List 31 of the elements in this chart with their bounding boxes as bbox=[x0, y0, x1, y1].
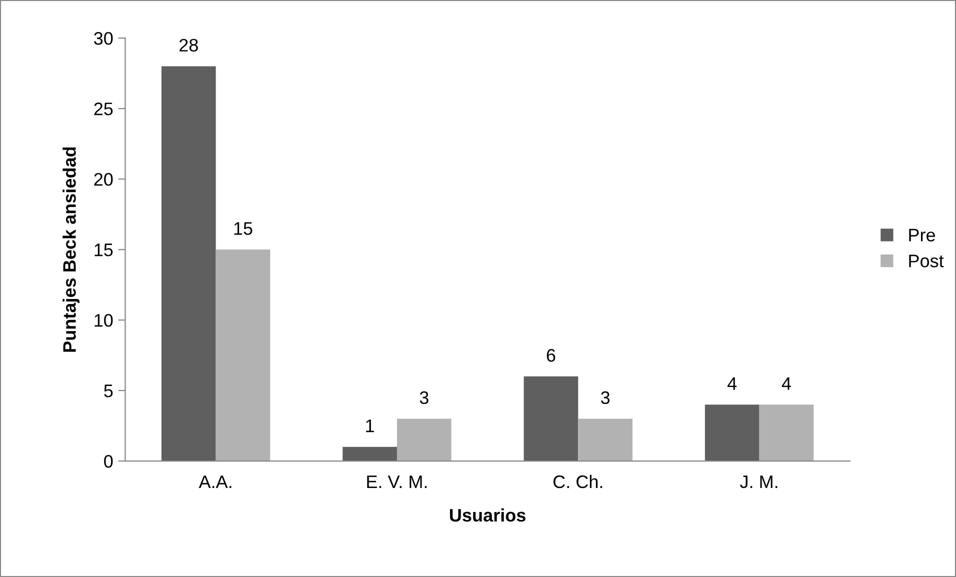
y-tick-label: 25 bbox=[94, 102, 113, 116]
x-tick-label: E. V. M. bbox=[367, 476, 427, 488]
legend-label: Pre bbox=[909, 228, 936, 242]
data-label: 3 bbox=[420, 391, 428, 404]
bar bbox=[578, 418, 632, 462]
bar bbox=[216, 250, 270, 462]
data-label: 4 bbox=[728, 377, 737, 390]
data-label: 4 bbox=[782, 377, 791, 390]
x-tick-label: C. Ch. bbox=[553, 474, 602, 488]
x-tick-label: J. M. bbox=[740, 476, 778, 488]
bar bbox=[524, 376, 578, 462]
x-tick-label: A.A. bbox=[198, 476, 232, 488]
legend-label: Post bbox=[909, 254, 944, 268]
y-tick-label: 5 bbox=[104, 384, 113, 398]
y-tick-label: 10 bbox=[94, 314, 113, 327]
data-label: 28 bbox=[180, 38, 198, 52]
data-label: 6 bbox=[546, 348, 556, 362]
y-tick-label: 30 bbox=[94, 32, 113, 45]
bar bbox=[342, 446, 397, 462]
y-tick-label: 0 bbox=[104, 454, 113, 468]
y-tick-label: 15 bbox=[94, 244, 113, 256]
data-label: 3 bbox=[600, 391, 610, 404]
y-tick-label: 20 bbox=[94, 172, 113, 186]
y-axis-title: Puntajes Beck ansiedad bbox=[62, 147, 80, 352]
bar bbox=[161, 66, 216, 462]
bar bbox=[704, 404, 760, 462]
data-label: 1 bbox=[366, 420, 374, 432]
data-label: 15 bbox=[234, 222, 252, 235]
x-axis-title: Usuarios bbox=[450, 508, 526, 522]
bar bbox=[759, 404, 814, 462]
bar bbox=[396, 418, 452, 462]
